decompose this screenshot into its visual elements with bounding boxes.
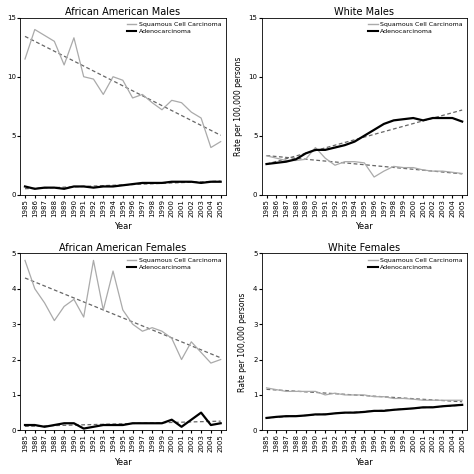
X-axis label: Year: Year xyxy=(356,222,373,231)
Legend: Squamous Cell Carcinoma, Adenocarcinoma: Squamous Cell Carcinoma, Adenocarcinoma xyxy=(367,21,464,36)
Legend: Squamous Cell Carcinoma, Adenocarcinoma: Squamous Cell Carcinoma, Adenocarcinoma xyxy=(367,256,464,271)
Legend: Squamous Cell Carcinoma, Adenocarcinoma: Squamous Cell Carcinoma, Adenocarcinoma xyxy=(126,256,222,271)
Title: White Males: White Males xyxy=(334,7,394,17)
Title: African American Males: African American Males xyxy=(65,7,181,17)
X-axis label: Year: Year xyxy=(114,222,132,231)
Title: White Females: White Females xyxy=(328,243,401,253)
X-axis label: Year: Year xyxy=(114,458,132,467)
Y-axis label: Rate per 100,000 persons: Rate per 100,000 persons xyxy=(238,292,247,392)
Y-axis label: Rate per 100,000 persons: Rate per 100,000 persons xyxy=(234,56,243,156)
Title: African American Females: African American Females xyxy=(59,243,186,253)
X-axis label: Year: Year xyxy=(356,458,373,467)
Legend: Squamous Cell Carcinoma, Adenocarcinoma: Squamous Cell Carcinoma, Adenocarcinoma xyxy=(126,21,222,36)
